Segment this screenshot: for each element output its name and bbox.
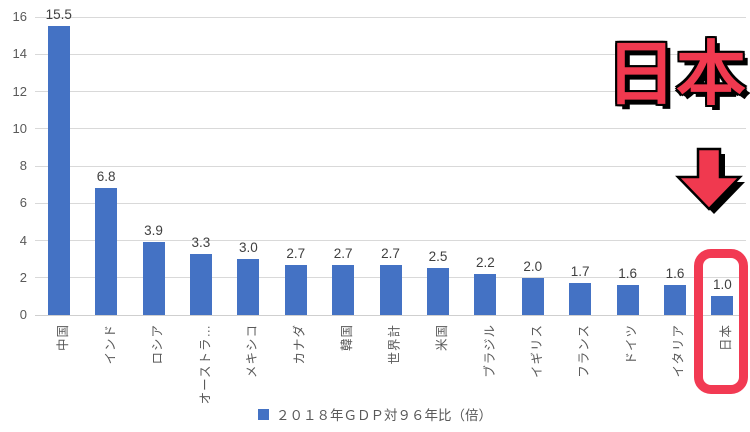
gridline <box>35 240 746 241</box>
gridline <box>35 91 746 92</box>
bar <box>521 277 544 315</box>
bar-column: 1.7 <box>556 0 603 315</box>
y-axis-tick-label: 4 <box>19 232 27 248</box>
japan-annotation-text: 日本 <box>606 35 746 113</box>
bar <box>616 285 639 315</box>
x-axis-label: オーストラ… <box>197 324 212 405</box>
bar-value-label: 3.3 <box>191 234 211 250</box>
y-axis-tick-label: 10 <box>12 120 27 136</box>
bar-column: 2.7 <box>319 0 366 315</box>
bar <box>47 26 70 315</box>
legend-marker-icon <box>258 408 269 420</box>
bar-value-label: 2.5 <box>428 249 448 265</box>
bar-column: 15.5 <box>35 0 82 315</box>
bar <box>189 253 212 315</box>
bar <box>569 283 592 315</box>
gridline <box>35 53 746 55</box>
x-axis-label: 中国 <box>55 324 70 352</box>
x-axis-label: ドイツ <box>624 324 639 365</box>
y-axis-tick-label: 0 <box>19 307 27 322</box>
bar-value-label: 15.5 <box>45 7 72 23</box>
bar-column: 2.7 <box>272 0 319 315</box>
y-axis-tick-label: 2 <box>19 269 27 285</box>
bar-value-label: 1.0 <box>713 277 732 293</box>
bar <box>711 296 734 315</box>
x-axis-label: ブラジル <box>482 324 497 378</box>
bar-value-label: 6.8 <box>96 169 116 185</box>
legend: ２０１８年ＧＤＰ対９６年比（倍） <box>0 404 750 424</box>
plot-area: 15.5 6.8 3.9 3.3 3.0 2.7 2.7 2.7 2.5 2.2 2.0 1.7 1.6… <box>35 0 746 315</box>
gridline <box>35 165 746 167</box>
y-axis-tick-label: 16 <box>12 9 27 24</box>
x-axis-label: インド <box>103 324 118 365</box>
x-axis-label: フランス <box>577 324 592 378</box>
x-axis-label: イタリア <box>671 324 686 378</box>
gridline <box>35 202 746 204</box>
bar <box>474 274 497 315</box>
x-axis-label: 日本 <box>719 324 734 352</box>
bar <box>142 242 165 315</box>
y-axis-tick-label: 8 <box>19 158 27 173</box>
bar-column: 3.9 <box>130 0 177 315</box>
bar-column: 1.0 <box>699 0 746 315</box>
bar-column: 2.0 <box>509 0 556 315</box>
bar-value-label: 2.7 <box>333 245 353 261</box>
bar-column: 1.6 <box>651 0 698 315</box>
x-axis-label: 米国 <box>434 324 449 352</box>
bar-value-label: 3.9 <box>144 223 163 239</box>
x-axis-label: メキシコ <box>245 324 260 379</box>
bar-value-label: 2.7 <box>381 245 400 261</box>
bar-column: 2.7 <box>367 0 414 315</box>
down-arrow-icon <box>675 147 745 214</box>
bar-column: 2.5 <box>414 0 461 315</box>
y-axis-tick-label: 6 <box>19 195 27 211</box>
bar-column: 6.8 <box>82 0 129 315</box>
bar-column: 2.2 <box>462 0 509 315</box>
x-axis-label: ロシア <box>150 324 165 365</box>
bar-value-label: 2.7 <box>286 245 306 261</box>
bar-value-label: 3.0 <box>238 240 258 256</box>
x-axis-label: 韓国 <box>340 324 355 352</box>
x-axis-label: イギリス <box>529 324 544 379</box>
bar <box>284 264 307 315</box>
x-axis-label: 世界計 <box>387 324 402 365</box>
x-axis-label: カナダ <box>292 324 307 365</box>
gridline <box>35 16 746 18</box>
bar-value-label: 2.2 <box>475 255 495 271</box>
bar-column: 3.0 <box>225 0 272 315</box>
bar <box>237 259 260 315</box>
bar-value-label: 1.6 <box>665 266 685 282</box>
bar-value-label: 2.0 <box>523 258 543 274</box>
legend-label: ２０１８年ＧＤＰ対９６年比（倍） <box>276 408 492 423</box>
y-axis-tick-label: 12 <box>12 83 27 99</box>
bar-column: 3.3 <box>177 0 224 315</box>
bar <box>663 285 686 315</box>
gridline <box>35 128 746 130</box>
bar <box>379 264 402 315</box>
bar-value-label: 1.6 <box>618 266 637 282</box>
y-axis-tick-label: 14 <box>12 46 27 62</box>
bar <box>95 188 118 315</box>
bar <box>332 264 355 315</box>
bar-value-label: 1.7 <box>570 264 590 280</box>
bar-column: 1.6 <box>604 0 651 315</box>
gridline <box>35 314 746 316</box>
bar <box>426 268 449 315</box>
